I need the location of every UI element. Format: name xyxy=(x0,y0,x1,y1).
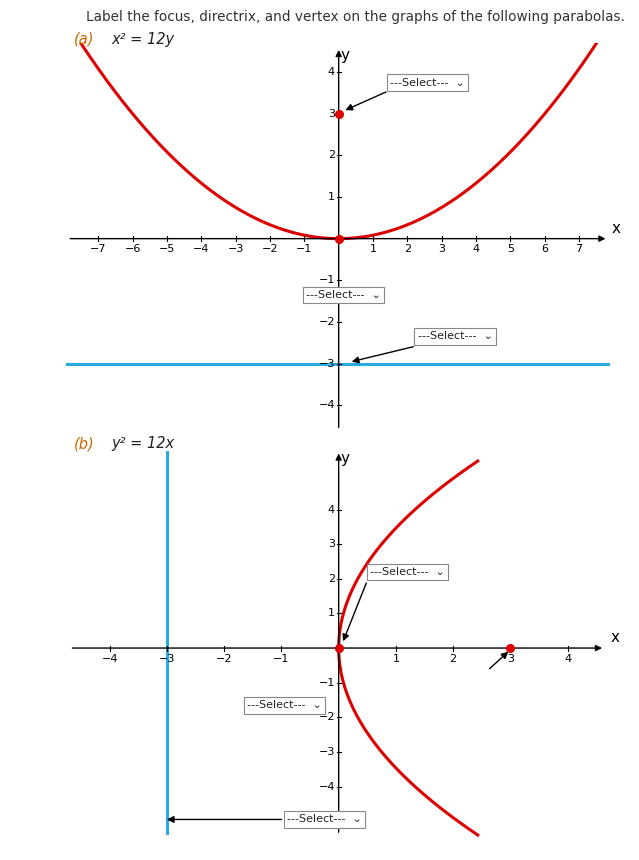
Text: −1: −1 xyxy=(319,678,335,688)
Text: −1: −1 xyxy=(319,275,335,286)
Text: ---Select---  ⌄: ---Select--- ⌄ xyxy=(306,290,381,300)
Text: x² = 12y: x² = 12y xyxy=(112,32,175,46)
Text: 2: 2 xyxy=(328,150,335,161)
Text: 7: 7 xyxy=(576,244,583,255)
Text: −1: −1 xyxy=(273,654,289,664)
Text: 4: 4 xyxy=(472,244,480,255)
Text: 4: 4 xyxy=(328,505,335,514)
Text: 6: 6 xyxy=(541,244,548,255)
Text: ---Select---  ⌄: ---Select--- ⌄ xyxy=(287,814,362,825)
Text: −6: −6 xyxy=(125,244,141,255)
Text: −2: −2 xyxy=(216,654,233,664)
Text: 1: 1 xyxy=(392,654,399,664)
Text: −4: −4 xyxy=(102,654,118,664)
Text: 3: 3 xyxy=(507,654,514,664)
Text: −3: −3 xyxy=(158,654,175,664)
Text: −4: −4 xyxy=(318,400,335,410)
Text: 2: 2 xyxy=(404,244,411,255)
Text: −3: −3 xyxy=(227,244,244,255)
Text: ---Select---  ⌄: ---Select--- ⌄ xyxy=(370,567,445,577)
Text: y: y xyxy=(341,452,350,466)
Text: (b): (b) xyxy=(73,436,94,451)
Text: x: x xyxy=(612,221,620,236)
Text: 4: 4 xyxy=(564,654,571,664)
Text: −2: −2 xyxy=(318,316,335,327)
Text: 1: 1 xyxy=(328,192,335,202)
Text: x: x xyxy=(611,630,620,645)
Text: 2: 2 xyxy=(450,654,457,664)
Text: −2: −2 xyxy=(318,712,335,722)
Text: −1: −1 xyxy=(296,244,312,255)
Text: −4: −4 xyxy=(193,244,210,255)
Text: ---Select---  ⌄: ---Select--- ⌄ xyxy=(247,700,322,710)
Text: −2: −2 xyxy=(262,244,278,255)
Text: 1: 1 xyxy=(328,608,335,618)
Text: −3: −3 xyxy=(319,359,335,369)
Text: y² = 12x: y² = 12x xyxy=(112,436,175,451)
Text: 3: 3 xyxy=(438,244,445,255)
Text: (a): (a) xyxy=(73,32,94,46)
Text: ---Select---  ⌄: ---Select--- ⌄ xyxy=(390,77,465,88)
Text: 5: 5 xyxy=(507,244,514,255)
Text: −3: −3 xyxy=(319,747,335,757)
Text: 1: 1 xyxy=(369,244,376,255)
Text: 4: 4 xyxy=(328,67,335,77)
Text: −7: −7 xyxy=(90,244,107,255)
Text: −5: −5 xyxy=(158,244,175,255)
Text: 3: 3 xyxy=(328,108,335,119)
Text: 3: 3 xyxy=(328,539,335,550)
Text: 2: 2 xyxy=(328,574,335,584)
Text: ---Select---  ⌄: ---Select--- ⌄ xyxy=(418,331,493,341)
Text: −4: −4 xyxy=(318,782,335,791)
Text: Label the focus, directrix, and vertex on the graphs of the following parabolas.: Label the focus, directrix, and vertex o… xyxy=(86,10,626,24)
Text: y: y xyxy=(341,48,350,63)
